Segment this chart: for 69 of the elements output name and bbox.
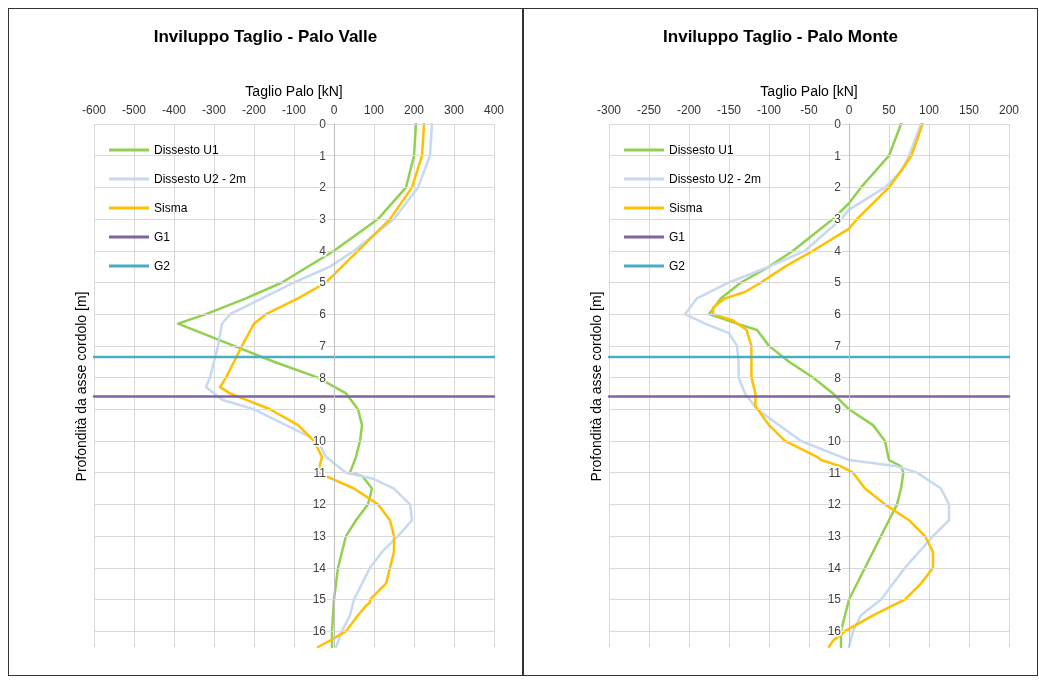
y-tick-label: 11: [828, 465, 842, 480]
y-tick-label: 7: [834, 338, 842, 353]
y-tick-label: 0: [834, 117, 842, 131]
legend-label: G2: [669, 259, 686, 273]
x-tick-label: 200: [998, 103, 1020, 117]
x-tick-label: 100: [363, 103, 385, 117]
y-tick-label: 14: [312, 560, 327, 575]
y-tick-label: 3: [834, 212, 842, 227]
x-tick-label: 50: [882, 103, 896, 117]
x-tick-label: -200: [241, 103, 267, 117]
y-tick-label: 5: [834, 275, 842, 290]
y-tick-label: 2: [319, 180, 327, 195]
y-tick-label: 13: [827, 529, 842, 544]
x-tick-label: 300: [443, 103, 465, 117]
y-tick-label: 15: [312, 592, 327, 607]
y-tick-label: 15: [827, 592, 842, 607]
y-tick-label: 2: [834, 180, 842, 195]
x-tick-label: -400: [161, 103, 187, 117]
y-tick-label: 10: [312, 433, 327, 448]
y-tick-label: 1: [834, 148, 842, 163]
y-tick-label: 12: [827, 497, 842, 512]
y-tick-label: 1: [319, 148, 327, 163]
x-tick-label: -500: [121, 103, 147, 117]
y-tick-label: 6: [319, 307, 327, 322]
x-tick-label: -300: [201, 103, 227, 117]
y-tick-label: 9: [319, 402, 327, 417]
x-tick-label: 400: [483, 103, 505, 117]
y-tick-label: 14: [827, 560, 842, 575]
y-tick-label: 16: [827, 624, 842, 639]
x-tick-label: -100: [281, 103, 307, 117]
x-tick-label: -150: [716, 103, 742, 117]
x-tick-label: 0: [330, 103, 338, 117]
y-tick-label: 6: [834, 307, 842, 322]
y-tick-label: 4: [834, 243, 842, 258]
y-axis-title: Profondità da asse cordolo [m]: [73, 291, 89, 482]
y-tick-label: 10: [827, 433, 842, 448]
x-tick-label: 0: [845, 103, 853, 117]
x-tick-label: 150: [958, 103, 980, 117]
legend-label: G1: [154, 230, 171, 244]
y-tick-label: 9: [834, 402, 842, 417]
chart-title: Inviluppo Taglio - Palo Monte: [663, 27, 898, 46]
y-tick-label: 13: [312, 529, 327, 544]
x-tick-label: 100: [918, 103, 940, 117]
y-tick-label: 8: [834, 370, 842, 385]
x-tick-label: -250: [636, 103, 662, 117]
legend-label: Dissesto U1: [669, 143, 735, 157]
x-tick-label: -200: [676, 103, 702, 117]
y-tick-label: 0: [319, 117, 327, 131]
legend-label: Sisma: [154, 201, 188, 215]
x-tick-label: -300: [596, 103, 622, 117]
x-tick-label: -100: [756, 103, 782, 117]
y-tick-label: 3: [319, 212, 327, 227]
y-tick-label: 7: [319, 338, 327, 353]
x-tick-label: -600: [81, 103, 107, 117]
y-tick-label: 4: [319, 243, 327, 258]
y-tick-label: 12: [312, 497, 327, 512]
chart-title: Inviluppo Taglio - Palo Valle: [153, 27, 378, 46]
x-axis-title: Taglio Palo [kN]: [760, 83, 858, 99]
y-axis-title: Profondità da asse cordolo [m]: [588, 291, 604, 482]
x-axis-title: Taglio Palo [kN]: [245, 83, 343, 99]
legend-label: Sisma: [669, 201, 703, 215]
x-tick-label: 200: [403, 103, 425, 117]
legend-label: Dissesto U2 - 2m: [154, 172, 247, 186]
legend-label: G1: [669, 230, 686, 244]
y-tick-label: 16: [312, 624, 327, 639]
legend-label: Dissesto U2 - 2m: [669, 172, 762, 186]
legend-label: Dissesto U1: [154, 143, 220, 157]
x-tick-label: -50: [800, 103, 818, 117]
legend-label: G2: [154, 259, 171, 273]
